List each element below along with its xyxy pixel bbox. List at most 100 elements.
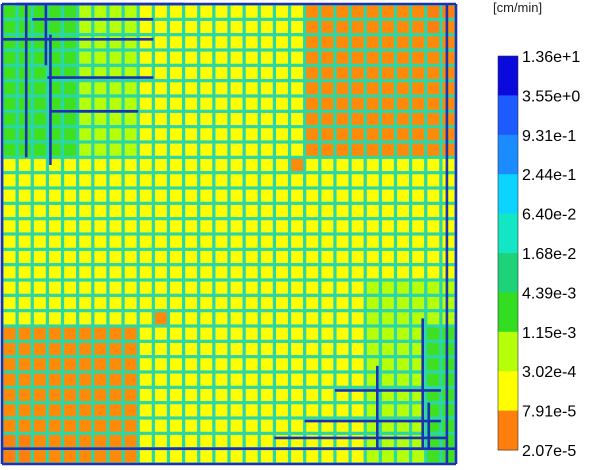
heatmap-cell — [154, 327, 167, 340]
heatmap-cell — [185, 97, 198, 110]
heatmap-cell — [397, 373, 409, 386]
heatmap-cell — [260, 158, 273, 172]
heatmap-cell — [215, 266, 228, 279]
heatmap-cell — [109, 388, 122, 402]
heatmap-cell — [18, 266, 31, 279]
heatmap-cell — [154, 404, 167, 417]
heatmap-cell — [321, 204, 334, 218]
heatmap-cell — [154, 5, 167, 18]
heatmap-cell — [412, 220, 425, 233]
heatmap-cell — [397, 112, 409, 126]
heatmap-cell — [33, 312, 46, 325]
heatmap-cell — [427, 388, 440, 402]
heatmap-cell — [336, 158, 349, 172]
heatmap-cell — [230, 342, 243, 356]
heatmap-cell — [154, 419, 167, 432]
heatmap-cell — [3, 250, 16, 264]
heatmap-cell — [49, 204, 61, 218]
heatmap-cell — [94, 204, 107, 218]
heatmap-cell — [412, 189, 425, 202]
heatmap-cell — [215, 296, 228, 310]
heatmap-cell — [412, 358, 425, 371]
heatmap-cell — [276, 327, 288, 340]
heatmap-cell — [94, 450, 107, 463]
heatmap-cell — [49, 82, 61, 95]
heatmap-cell — [321, 66, 334, 80]
heatmap-cell — [94, 281, 107, 294]
heatmap-cell — [124, 128, 137, 141]
heatmap-cell — [306, 220, 319, 233]
heatmap-cell — [94, 327, 107, 340]
heatmap-cell — [154, 342, 167, 356]
heatmap-cell — [64, 158, 77, 172]
heatmap-cell — [109, 404, 122, 417]
colorbar-tick-label: 7.91e-5 — [522, 404, 576, 421]
heatmap-cell — [397, 220, 409, 233]
heatmap-cell — [351, 36, 364, 49]
heatmap-cell — [351, 204, 364, 218]
heatmap-cell — [79, 66, 92, 80]
heatmap-cell — [139, 235, 152, 248]
heatmap-cell — [109, 128, 122, 141]
heatmap-cell — [139, 404, 152, 417]
heatmap-cell — [33, 204, 46, 218]
heatmap-cell — [124, 235, 137, 248]
heatmap-cell — [412, 5, 425, 18]
heatmap-cell — [154, 97, 167, 110]
heatmap-cell — [124, 82, 137, 95]
heatmap-cell — [49, 128, 61, 141]
heatmap-cell — [215, 388, 228, 402]
heatmap-cell — [412, 97, 425, 110]
heatmap-cell — [139, 5, 152, 18]
heatmap-cell — [124, 189, 137, 202]
heatmap-cell — [230, 82, 243, 95]
heatmap-cell — [3, 51, 16, 64]
heatmap-cell — [3, 296, 16, 310]
heatmap-cell — [33, 51, 46, 64]
heatmap-cell — [200, 20, 213, 34]
heatmap-cell — [276, 296, 288, 310]
heatmap-cell — [170, 5, 182, 18]
heatmap-cell — [154, 450, 167, 463]
heatmap-cell — [381, 327, 394, 340]
heatmap-cell — [200, 388, 213, 402]
heatmap-cell — [124, 36, 137, 49]
heatmap-cell — [442, 20, 455, 34]
heatmap-cell — [185, 373, 198, 386]
heatmap-cell — [306, 20, 319, 34]
heatmap-cell — [397, 158, 409, 172]
heatmap-cell — [351, 82, 364, 95]
heatmap-cell — [200, 235, 213, 248]
heatmap-cell — [3, 5, 16, 18]
heatmap-cell — [412, 20, 425, 34]
colorbar-tick-label: 4.39e-3 — [522, 285, 576, 302]
heatmap-cell — [185, 312, 198, 325]
heatmap-cell — [33, 419, 46, 432]
heatmap-cell — [276, 51, 288, 64]
heatmap-cell — [3, 143, 16, 156]
heatmap-cell — [185, 388, 198, 402]
heatmap-cell — [366, 189, 379, 202]
heatmap-cell — [351, 296, 364, 310]
heatmap-cell — [306, 112, 319, 126]
heatmap-cell — [33, 250, 46, 264]
heatmap-cell — [276, 266, 288, 279]
heatmap-cell — [351, 20, 364, 34]
heatmap-cell — [276, 235, 288, 248]
heatmap-cell — [170, 388, 182, 402]
heatmap-cell — [215, 82, 228, 95]
heatmap-cell — [381, 36, 394, 49]
heatmap-cell — [124, 450, 137, 463]
heatmap-cell — [109, 296, 122, 310]
heatmap-cell — [260, 66, 273, 80]
heatmap-cell — [3, 174, 16, 187]
heatmap-cell — [215, 143, 228, 156]
heatmap-cell — [200, 312, 213, 325]
heatmap-cell — [442, 434, 455, 448]
heatmap-cell — [276, 204, 288, 218]
heatmap-cell — [170, 97, 182, 110]
heatmap-cell — [139, 450, 152, 463]
heatmap-cell — [230, 189, 243, 202]
heatmap-cell — [412, 373, 425, 386]
heatmap-cell — [49, 220, 61, 233]
